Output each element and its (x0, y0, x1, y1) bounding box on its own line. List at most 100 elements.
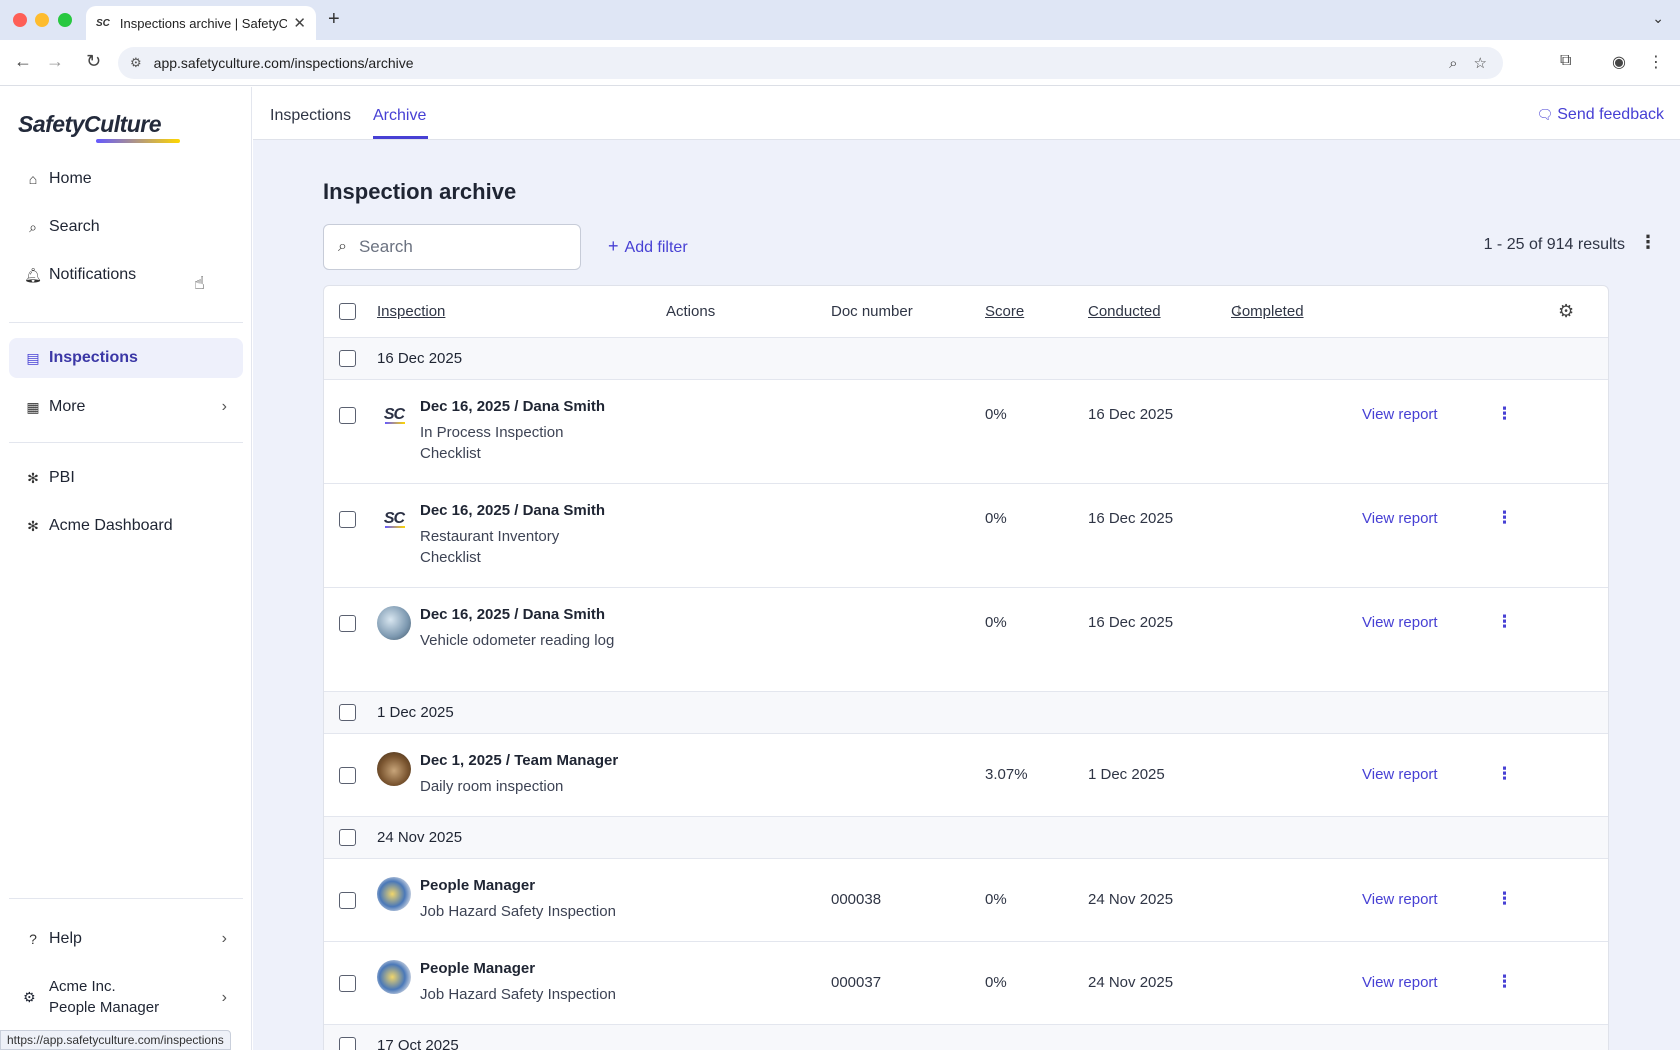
sort-down-arrow-icon[interactable]: ↓ (1235, 301, 1243, 318)
inspection-title[interactable]: Dec 1, 2025 / Team Manager (420, 752, 619, 769)
sidebar-item-notifications[interactable]: 🔔︎ Notifications (9, 255, 243, 295)
row-more-icon[interactable]: ⋮ (1496, 612, 1513, 631)
site-settings-icon[interactable]: ⚙ (130, 55, 142, 70)
table-row[interactable]: SC Dec 16, 2025 / Dana Smith Restaurant … (324, 484, 1608, 588)
group-checkbox[interactable] (339, 350, 356, 367)
table-row[interactable]: Dec 1, 2025 / Team Manager Daily room in… (324, 734, 1608, 817)
sidebar-item-more[interactable]: ▦ More › (9, 387, 243, 427)
header-completed[interactable]: Completed (1231, 303, 1304, 320)
send-feedback-label: Send feedback (1557, 106, 1664, 123)
row-more-icon[interactable]: ⋮ (1496, 972, 1513, 991)
row-more-icon[interactable]: ⋮ (1496, 889, 1513, 908)
forward-arrow-icon[interactable]: → (46, 51, 64, 71)
sidebar-item-label: Inspections (49, 349, 138, 366)
sidebar-divider (9, 442, 243, 443)
view-report-link[interactable]: View report (1362, 974, 1438, 991)
group-checkbox[interactable] (339, 704, 356, 721)
inspection-title[interactable]: Dec 16, 2025 / Dana Smith (420, 502, 606, 519)
row-checkbox[interactable] (339, 975, 356, 992)
url-text[interactable]: app.safetyculture.com/inspections/archiv… (153, 55, 414, 71)
header-doc-number: Doc number (831, 303, 913, 320)
search-input[interactable] (358, 237, 549, 257)
zoom-icon[interactable]: ⌕ (1449, 54, 1458, 72)
group-checkbox[interactable] (339, 829, 356, 846)
inspection-title[interactable]: Dec 16, 2025 / Dana Smith (420, 606, 606, 623)
row-more-icon[interactable]: ⋮ (1496, 764, 1513, 783)
tab-inspections[interactable]: Inspections (270, 107, 351, 124)
date-group-row: 16 Dec 2025 (324, 338, 1608, 380)
chevron-right-icon: › (221, 930, 227, 947)
table-row[interactable]: People Manager Job Hazard Safety Inspect… (324, 942, 1608, 1025)
row-checkbox[interactable] (339, 767, 356, 784)
account-org: Acme Inc. (49, 978, 116, 995)
inspection-title[interactable]: Dec 16, 2025 / Dana Smith (420, 398, 606, 415)
sidebar-item-inspections[interactable]: ▤ Inspections (9, 338, 243, 378)
sidebar-item-pbi[interactable]: ✻ PBI (9, 458, 243, 498)
table-row[interactable]: SC Dec 16, 2025 / Dana Smith In Process … (324, 380, 1608, 484)
maximize-window-button[interactable] (58, 13, 72, 27)
sidebar-item-search[interactable]: ⌕ Search (9, 207, 243, 247)
view-report-link[interactable]: View report (1362, 891, 1438, 908)
browser-menu-icon[interactable]: ⋮ (1648, 54, 1664, 71)
header-inspection[interactable]: Inspection (377, 303, 446, 320)
chevron-right-icon: › (221, 398, 227, 415)
conducted-date: 16 Dec 2025 (1088, 510, 1174, 527)
doc-number: 000038 (831, 891, 882, 908)
sidebar-item-home[interactable]: ⌂ Home (9, 159, 243, 199)
row-more-icon[interactable]: ⋮ (1496, 508, 1513, 527)
close-tab-icon[interactable]: ✕ (293, 15, 306, 32)
minimize-window-button[interactable] (35, 13, 49, 27)
date-group-row: 1 Dec 2025 (324, 692, 1608, 734)
view-report-link[interactable]: View report (1362, 406, 1438, 423)
page-title: Inspection archive (323, 179, 517, 204)
select-all-checkbox[interactable] (339, 303, 356, 320)
gear-icon[interactable]: ⚙ (1558, 301, 1575, 321)
send-feedback-link[interactable]: 🗨︎ Send feedback (1537, 106, 1664, 124)
inspection-template: Restaurant Inventory Checklist (420, 528, 560, 566)
view-report-link[interactable]: View report (1362, 614, 1438, 631)
bookmark-star-icon[interactable]: ☆ (1473, 55, 1487, 72)
back-arrow-icon[interactable]: ← (14, 51, 32, 71)
search-box[interactable]: ⌕ (323, 224, 581, 270)
header-actions: Actions (666, 303, 716, 320)
inspection-template: Vehicle odometer reading log (420, 632, 615, 649)
row-checkbox[interactable] (339, 615, 356, 632)
address-bar[interactable]: ⚙ app.safetyculture.com/inspections/arch… (118, 47, 1503, 79)
sidebar-item-label: Help (49, 930, 82, 947)
row-checkbox[interactable] (339, 892, 356, 909)
profile-icon[interactable]: ◉ (1612, 54, 1626, 71)
row-checkbox[interactable] (339, 511, 356, 528)
close-window-button[interactable] (13, 13, 27, 27)
new-tab-icon[interactable]: + (328, 8, 340, 30)
group-checkbox[interactable] (339, 1037, 356, 1050)
logo[interactable]: SafetyCulture (18, 111, 162, 137)
header-score[interactable]: Score (985, 303, 1025, 320)
people-photo-icon (377, 960, 411, 994)
row-checkbox[interactable] (339, 407, 356, 424)
inspection-title[interactable]: People Manager (420, 877, 536, 894)
reload-icon[interactable]: ↻ (86, 51, 102, 71)
header-conducted[interactable]: Conducted (1088, 303, 1161, 320)
row-more-icon[interactable]: ⋮ (1496, 404, 1513, 423)
sidebar-item-label: Home (49, 170, 92, 187)
table-row[interactable]: Dec 16, 2025 / Dana Smith Vehicle odomet… (324, 588, 1608, 692)
add-filter-button[interactable]: + Add filter (608, 236, 688, 257)
view-report-link[interactable]: View report (1362, 766, 1438, 783)
sidebar-item-help[interactable]: ? Help › (9, 919, 243, 959)
extensions-icon[interactable]: ⧉ (1560, 52, 1572, 69)
sidebar-divider (9, 898, 243, 899)
sidebar-item-label: More (49, 398, 86, 415)
tab-search-icon[interactable]: ⌄ (1652, 10, 1664, 26)
inspection-template: Job Hazard Safety Inspection (420, 903, 616, 920)
view-report-link[interactable]: View report (1362, 510, 1438, 527)
more-options-icon[interactable]: ⋮ (1639, 232, 1657, 252)
table-row[interactable]: People Manager Job Hazard Safety Inspect… (324, 859, 1608, 942)
browser-tab[interactable]: SC Inspections archive | SafetyCu ✕ (86, 6, 316, 40)
account-switcher[interactable]: ⚙ Acme Inc. People Manager › (9, 971, 243, 1023)
sidebar-item-acme-dashboard[interactable]: ✻ Acme Dashboard (9, 506, 243, 546)
tab-archive[interactable]: Archive (373, 107, 427, 124)
feedback-icon: 🗨︎ (1536, 107, 1554, 122)
inspection-title[interactable]: People Manager (420, 960, 536, 977)
conducted-date: 16 Dec 2025 (1088, 614, 1174, 631)
room-photo-icon (377, 752, 411, 786)
